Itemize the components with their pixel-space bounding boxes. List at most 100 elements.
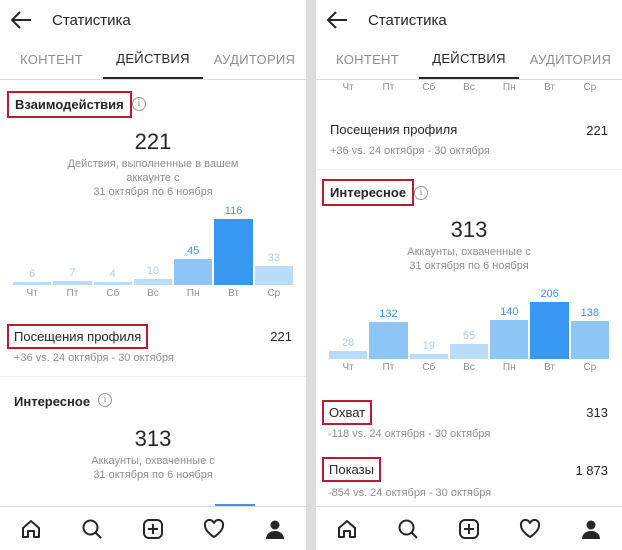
day-label: Сб xyxy=(422,82,436,93)
section-title-discovery: Интересное xyxy=(322,179,415,206)
profile-visits-change: +36 vs. 24 октября - 30 октября xyxy=(14,352,174,364)
interactions-description: Действия, выполненные в вашем аккаунте с… xyxy=(67,158,239,198)
chart-bar-Ср: 138 xyxy=(570,286,609,359)
home-icon[interactable] xyxy=(334,516,360,542)
chart-day-labels: Чт Пт Сб Вс Пн Вт Ср xyxy=(328,82,610,96)
tab-content[interactable]: КОНТЕНТ xyxy=(20,52,83,67)
heart-icon[interactable] xyxy=(201,516,227,542)
chart-bar-Сб: 19 xyxy=(409,286,448,359)
bar-value-label: 7 xyxy=(69,267,76,280)
chart-bar-Вс: 10 xyxy=(133,203,173,285)
bar-value-label: 28 xyxy=(342,337,355,350)
impressions-label[interactable]: Показы xyxy=(322,457,381,482)
back-button[interactable] xyxy=(316,0,368,40)
bottom-nav xyxy=(0,506,306,550)
tab-activity[interactable]: ДЕЙСТВИЯ xyxy=(103,40,203,79)
back-button[interactable] xyxy=(0,0,52,40)
header-title: Статистика xyxy=(52,11,131,29)
profile-icon[interactable] xyxy=(578,516,604,542)
section-title-discovery: Интересное xyxy=(14,394,91,409)
chart-bar-Чт: 28 xyxy=(329,286,368,359)
add-post-icon[interactable] xyxy=(456,516,482,542)
bar-value-label: 6 xyxy=(29,267,36,280)
chart-bar-Пн: 140 xyxy=(490,286,529,359)
profile-icon[interactable] xyxy=(262,516,288,542)
day-label: Пт xyxy=(382,82,395,93)
day-label: Вс xyxy=(463,82,475,93)
day-label: Чт xyxy=(26,288,38,299)
divider xyxy=(0,376,306,377)
header-title: Статистика xyxy=(368,11,447,29)
bar-value-label: 45 xyxy=(187,245,200,258)
day-label: Вт xyxy=(544,82,556,93)
heart-icon[interactable] xyxy=(517,516,543,542)
info-icon[interactable]: i xyxy=(132,97,146,111)
discovery-description: Аккаунты, охваченные с 31 октября по 6 н… xyxy=(91,455,215,481)
bar-value-label: 33 xyxy=(267,252,280,265)
home-icon[interactable] xyxy=(18,516,44,542)
chart-bar-Чт: 6 xyxy=(13,203,52,285)
day-label: Ср xyxy=(267,288,281,299)
day-label: Пт xyxy=(382,362,395,373)
tab-content[interactable]: КОНТЕНТ xyxy=(336,52,399,67)
stats-content: Взаимодействия i 221 Действия, выполненн… xyxy=(0,81,306,506)
chart-bar-Вт: 116 xyxy=(214,203,253,285)
day-label: Ср xyxy=(583,82,597,93)
day-label: Пн xyxy=(502,82,516,93)
chart-bar-Сб: 4 xyxy=(93,203,132,285)
bar xyxy=(254,266,293,285)
day-label: Чт xyxy=(342,362,354,373)
bar-value-label: 140 xyxy=(500,306,519,319)
bar xyxy=(13,281,52,285)
reach-change: -118 vs. 24 октября - 30 октября xyxy=(328,428,491,440)
day-label: Пн xyxy=(186,288,200,299)
interactions-bar-chart: 6 7 4 10 45 116 33 xyxy=(12,203,294,285)
profile-visits-change: +36 vs. 24 октября - 30 октября xyxy=(330,145,490,157)
search-icon[interactable] xyxy=(395,516,421,542)
arrow-left-icon xyxy=(326,11,347,29)
tab-bar: КОНТЕНТ ДЕЙСТВИЯ АУДИТОРИЯ xyxy=(0,40,306,80)
add-post-icon[interactable] xyxy=(140,516,166,542)
discovery-bar-chart: 28 132 19 55 140 206 138 xyxy=(328,286,610,359)
tab-bar: КОНТЕНТ ДЕЙСТВИЯ АУДИТОРИЯ xyxy=(316,40,622,80)
day-label: Чт xyxy=(342,82,354,93)
bar xyxy=(174,259,213,285)
left-screen: Статистика КОНТЕНТ ДЕЙСТВИЯ АУДИТОРИЯ Вз… xyxy=(0,0,306,550)
bar-value-label: 55 xyxy=(462,329,476,342)
interactions-total: 221 xyxy=(134,129,172,154)
profile-visits-label[interactable]: Посещения профиля xyxy=(7,324,149,349)
chart-bar-Пт: 7 xyxy=(53,203,92,285)
profile-visits-label[interactable]: Посещения профиля xyxy=(330,122,458,137)
bar xyxy=(449,343,489,359)
bar xyxy=(214,219,253,285)
tab-activity[interactable]: ДЕЙСТВИЯ xyxy=(419,40,519,79)
day-label: Пн xyxy=(502,362,516,373)
info-icon[interactable]: i xyxy=(414,186,428,200)
bar xyxy=(369,322,408,359)
day-label: Вт xyxy=(544,362,556,373)
bar xyxy=(570,320,609,359)
discovery-total: 313 xyxy=(450,217,488,242)
chart-bar-Ср: 33 xyxy=(254,203,293,285)
bar-value-label: 19 xyxy=(422,339,435,352)
bar xyxy=(530,302,569,359)
day-label: Вт xyxy=(228,288,240,299)
bar-value-label: 10 xyxy=(146,265,160,278)
reach-label[interactable]: Охват xyxy=(322,400,373,425)
app-header: Статистика xyxy=(316,0,622,40)
chart-bar-Вс: 55 xyxy=(449,286,489,359)
day-label: Сб xyxy=(106,288,120,299)
app-header: Статистика xyxy=(0,0,306,40)
divider xyxy=(316,169,622,170)
bar xyxy=(490,320,529,359)
arrow-left-icon xyxy=(10,11,31,29)
tab-audience[interactable]: АУДИТОРИЯ xyxy=(213,52,296,67)
search-icon[interactable] xyxy=(79,516,105,542)
info-icon[interactable]: i xyxy=(98,393,112,407)
chart-bar-Вт: 206 xyxy=(530,286,569,359)
profile-visits-value: 221 xyxy=(586,123,608,138)
impressions-change: -854 vs. 24 октября - 30 октября xyxy=(328,487,492,499)
bar-value-label: 138 xyxy=(580,306,600,319)
right-screen: Статистика КОНТЕНТ ДЕЙСТВИЯ АУДИТОРИЯ Чт… xyxy=(316,0,622,550)
tab-audience[interactable]: АУДИТОРИЯ xyxy=(529,52,612,67)
